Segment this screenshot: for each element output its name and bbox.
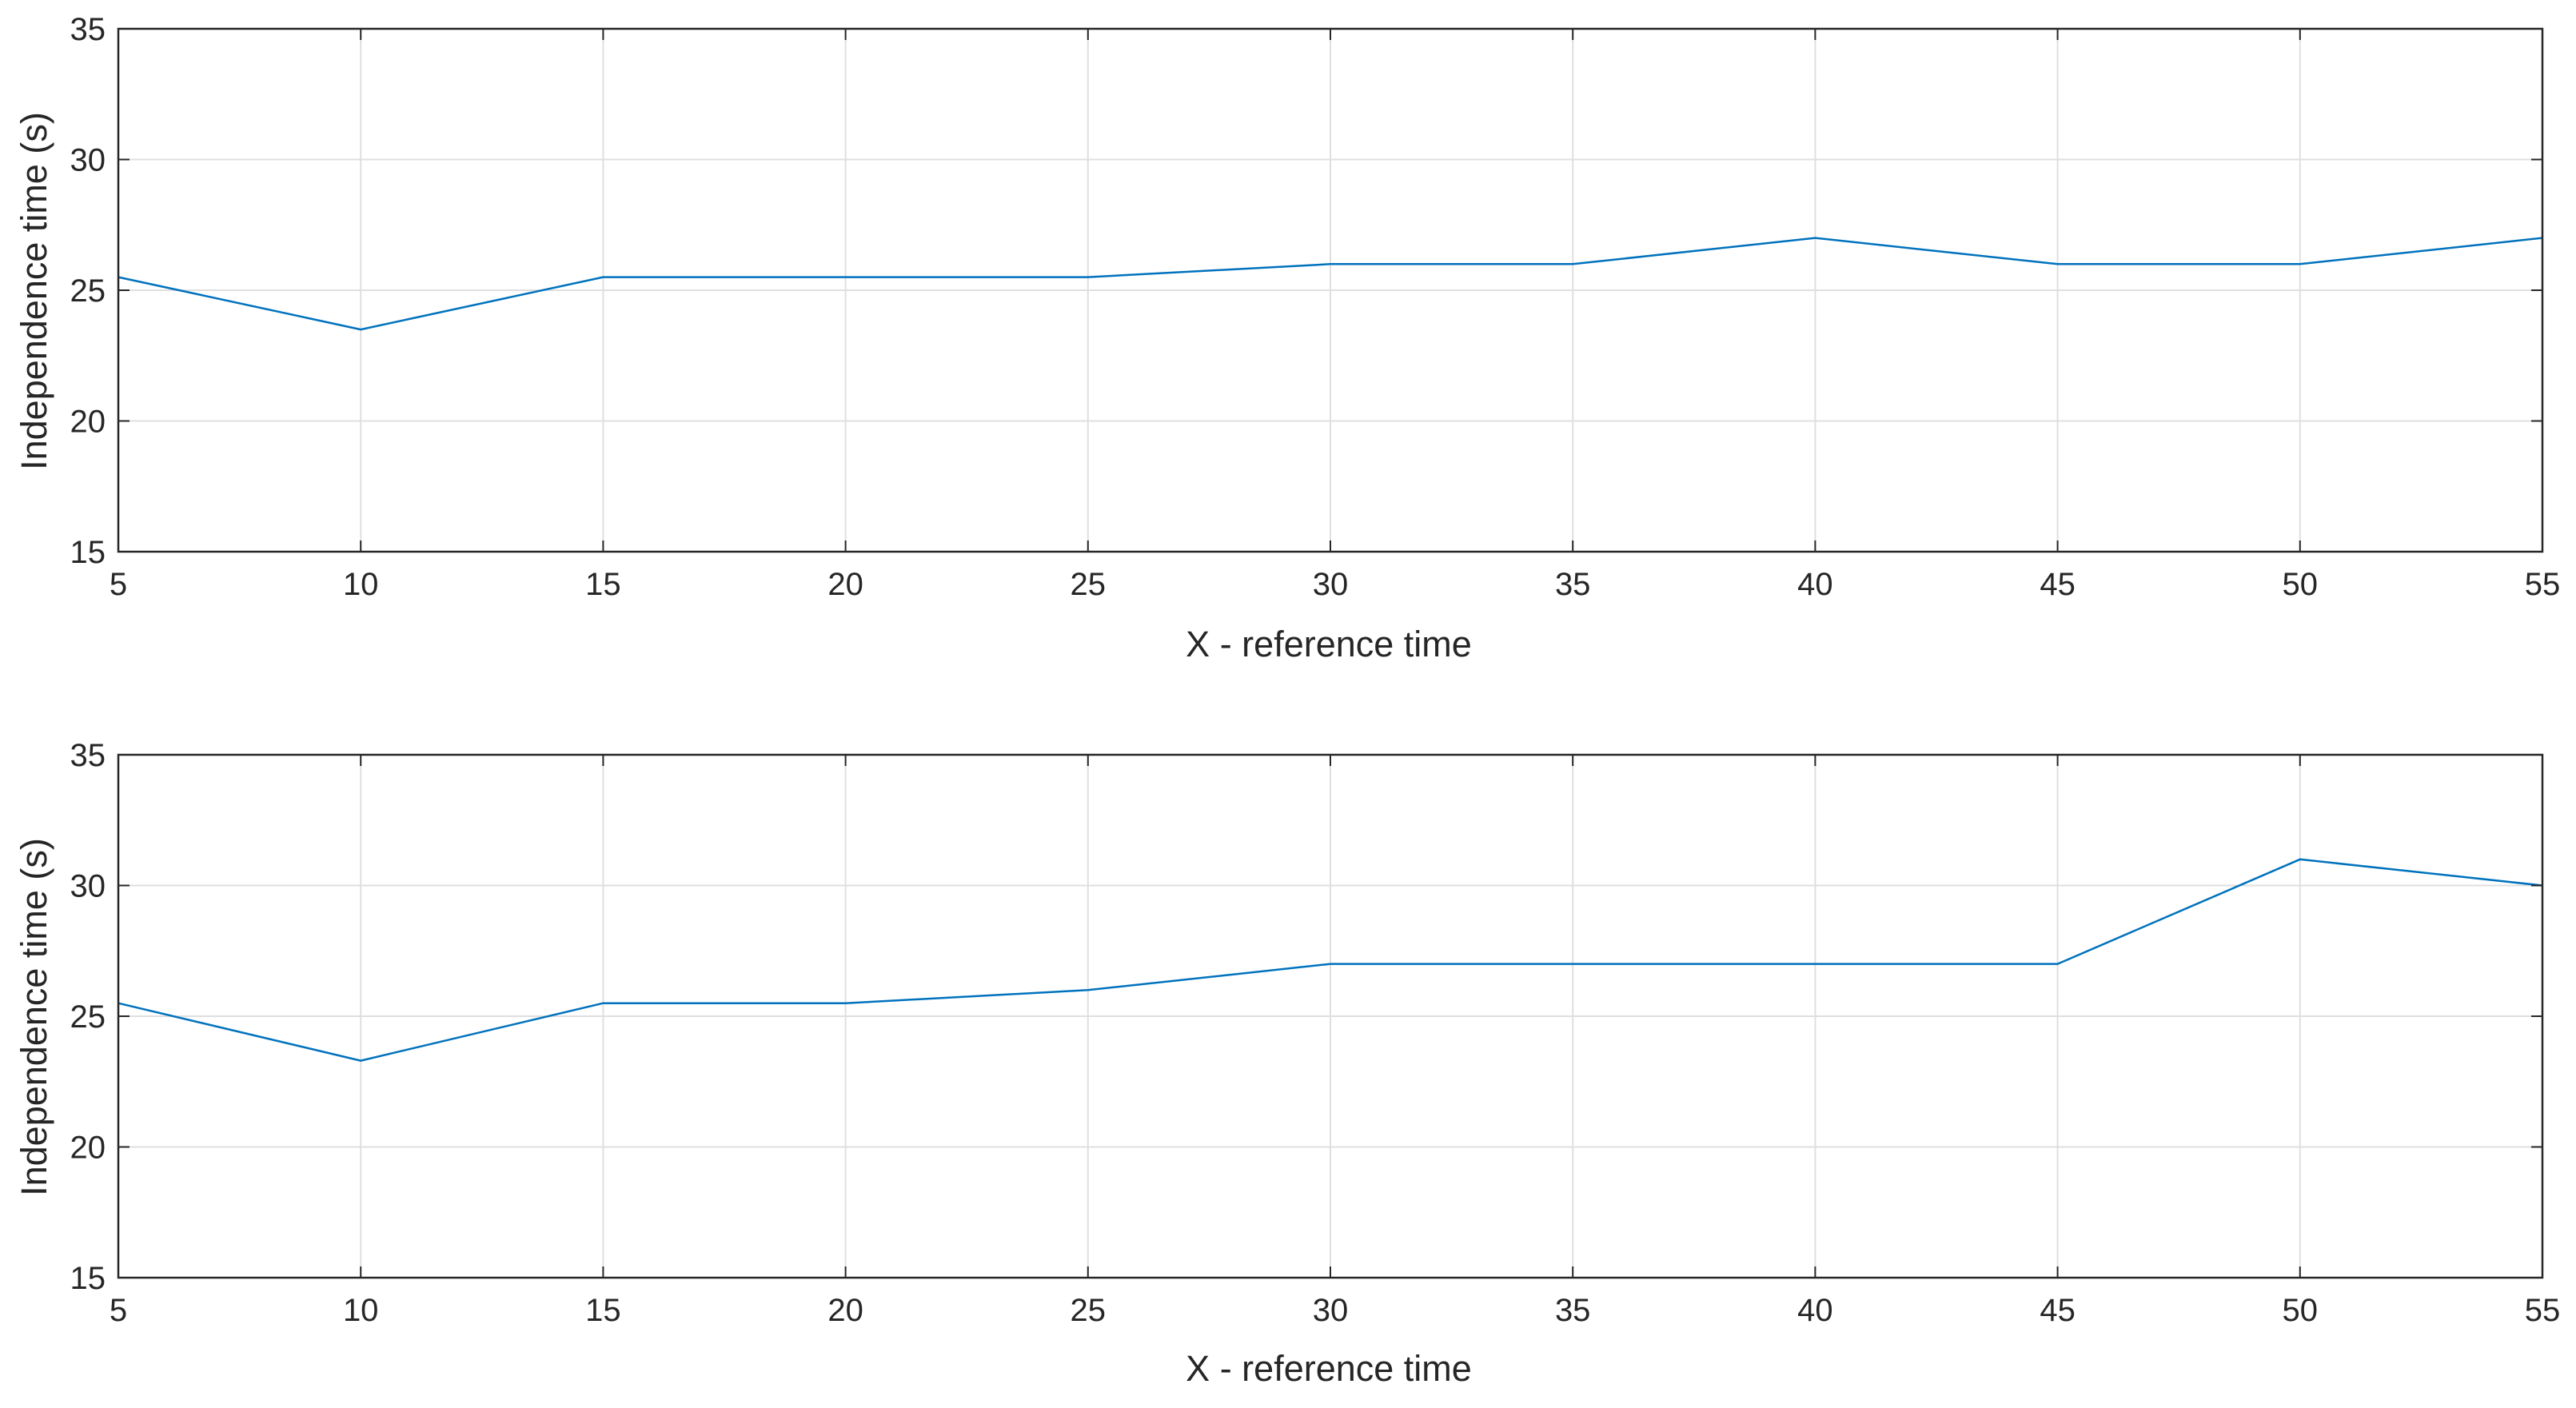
x-tick-label-bottom-7: 40 bbox=[1797, 1293, 1833, 1328]
x-tick-label-top-3: 20 bbox=[827, 567, 863, 602]
y-tick-label-bottom-4: 35 bbox=[70, 738, 106, 773]
x-tick-label-bottom-1: 10 bbox=[343, 1293, 379, 1328]
x-tick-label-bottom-8: 45 bbox=[2040, 1293, 2076, 1328]
y-tick-label-top-3: 30 bbox=[70, 143, 106, 178]
x-tick-label-bottom-9: 50 bbox=[2283, 1293, 2319, 1328]
x-tick-label-bottom-5: 30 bbox=[1313, 1293, 1349, 1328]
x-tick-label-top-10: 55 bbox=[2525, 567, 2561, 602]
y-tick-label-bottom-2: 25 bbox=[70, 999, 106, 1035]
y-tick-label-bottom-3: 30 bbox=[70, 869, 106, 904]
x-tick-label-bottom-6: 35 bbox=[1555, 1293, 1591, 1328]
x-axis-label-bottom: X - reference time bbox=[1186, 1348, 1472, 1389]
y-tick-label-top-2: 25 bbox=[70, 273, 106, 309]
x-tick-label-bottom-4: 25 bbox=[1071, 1293, 1107, 1328]
x-tick-label-bottom-10: 55 bbox=[2525, 1293, 2561, 1328]
x-tick-label-top-5: 30 bbox=[1313, 567, 1349, 602]
y-tick-label-bottom-1: 20 bbox=[70, 1131, 106, 1166]
x-tick-label-top-7: 40 bbox=[1797, 567, 1833, 602]
x-tick-label-bottom-3: 20 bbox=[827, 1293, 863, 1328]
x-tick-label-top-6: 35 bbox=[1555, 567, 1591, 602]
x-tick-label-top-0: 5 bbox=[110, 567, 127, 602]
x-axis-label-top: X - reference time bbox=[1186, 624, 1472, 664]
series-line-bottom-0 bbox=[118, 858, 2543, 1062]
series-line-top-0 bbox=[118, 237, 2543, 331]
x-tick-label-top-2: 15 bbox=[585, 567, 621, 602]
x-tick-label-top-9: 50 bbox=[2283, 567, 2319, 602]
x-tick-label-top-1: 10 bbox=[343, 567, 379, 602]
x-tick-label-bottom-0: 5 bbox=[110, 1293, 127, 1328]
x-tick-label-top-4: 25 bbox=[1071, 567, 1107, 602]
x-tick-label-top-8: 45 bbox=[2040, 567, 2076, 602]
y-tick-label-top-4: 35 bbox=[70, 12, 106, 47]
x-tick-label-bottom-2: 15 bbox=[585, 1293, 621, 1328]
y-tick-label-top-1: 20 bbox=[70, 405, 106, 440]
y-tick-label-bottom-0: 15 bbox=[70, 1261, 106, 1296]
chart-bottom: 5 10 15 20 25 30 35 40 45 50 55 15 20 25 30 35 X - refer… bbox=[14, 738, 2560, 1389]
chart-top: 5 10 15 20 25 30 35 40 45 50 55 15 20 25 30 35 X - refer… bbox=[14, 12, 2560, 664]
y-tick-label-top-0: 15 bbox=[70, 535, 106, 570]
y-axis-label-top: Independence time (s) bbox=[14, 112, 54, 470]
y-axis-label-bottom: Independence time (s) bbox=[14, 838, 54, 1196]
